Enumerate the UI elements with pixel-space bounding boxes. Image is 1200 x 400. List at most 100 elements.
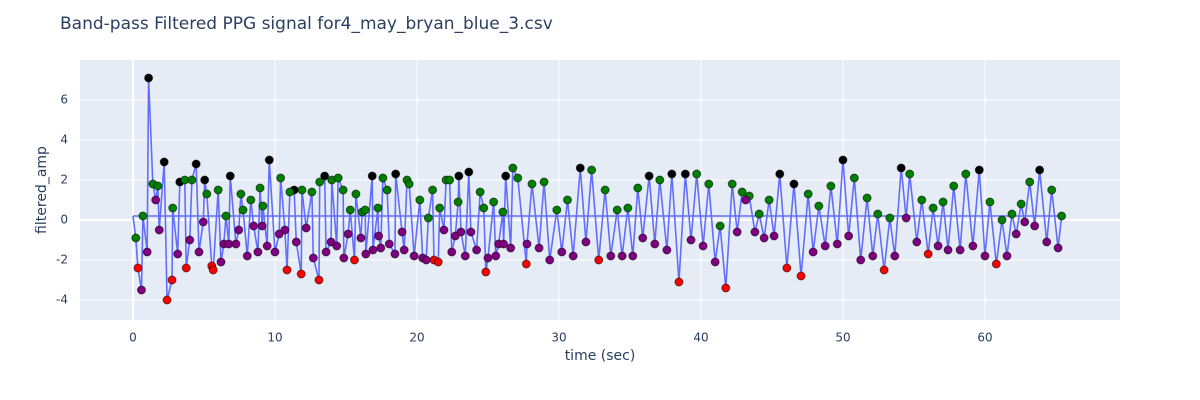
peak-marker bbox=[270, 247, 280, 257]
peak-marker bbox=[1025, 177, 1035, 187]
peak-marker bbox=[832, 239, 842, 249]
peak-marker bbox=[246, 195, 256, 205]
peak-marker bbox=[938, 197, 948, 207]
peak-marker bbox=[373, 203, 383, 213]
peak-marker bbox=[136, 285, 146, 295]
peak-marker bbox=[575, 163, 585, 173]
peak-marker bbox=[506, 243, 516, 253]
peak-marker bbox=[378, 173, 388, 183]
peak-marker bbox=[905, 169, 915, 179]
peak-marker bbox=[1053, 243, 1063, 253]
peak-marker bbox=[356, 233, 366, 243]
peak-marker bbox=[460, 251, 470, 261]
peak-marker bbox=[202, 189, 212, 199]
y-tick-label: 4 bbox=[60, 133, 68, 147]
peak-marker bbox=[475, 187, 485, 197]
peak-marker bbox=[308, 253, 318, 263]
peak-marker bbox=[759, 233, 769, 243]
peak-marker bbox=[754, 209, 764, 219]
peak-marker bbox=[315, 177, 325, 187]
peak-marker bbox=[168, 203, 178, 213]
peak-marker bbox=[638, 233, 648, 243]
peak-marker bbox=[737, 187, 747, 197]
peak-marker bbox=[587, 165, 597, 175]
peak-marker bbox=[257, 221, 267, 231]
peak-marker bbox=[1057, 211, 1067, 221]
peak-marker bbox=[142, 247, 152, 257]
peak-marker bbox=[789, 179, 799, 189]
peak-marker bbox=[655, 175, 665, 185]
peak-marker bbox=[307, 187, 317, 197]
peak-marker bbox=[376, 243, 386, 253]
peak-marker bbox=[296, 269, 306, 279]
peak-marker bbox=[456, 227, 466, 237]
peak-marker bbox=[501, 171, 511, 181]
peak-marker bbox=[628, 251, 638, 261]
peak-marker bbox=[454, 171, 464, 181]
peak-marker bbox=[231, 239, 241, 249]
peak-marker bbox=[539, 177, 549, 187]
peak-marker bbox=[382, 185, 392, 195]
peak-marker bbox=[879, 265, 889, 275]
peak-marker bbox=[297, 185, 307, 195]
peak-marker bbox=[901, 213, 911, 223]
peak-marker bbox=[1047, 185, 1057, 195]
peak-marker bbox=[600, 185, 610, 195]
x-tick-label: 50 bbox=[835, 331, 850, 345]
peak-marker bbox=[803, 189, 813, 199]
peak-marker bbox=[508, 163, 518, 173]
peak-marker bbox=[320, 171, 330, 181]
peak-marker bbox=[213, 185, 223, 195]
peak-marker bbox=[991, 259, 1001, 269]
peak-marker bbox=[483, 253, 493, 263]
peak-marker bbox=[472, 245, 482, 255]
peak-marker bbox=[191, 159, 201, 169]
peak-marker bbox=[955, 245, 965, 255]
peak-marker bbox=[644, 171, 654, 181]
peak-marker bbox=[674, 277, 684, 287]
peak-marker bbox=[606, 251, 616, 261]
peak-marker bbox=[339, 253, 349, 263]
peak-marker bbox=[732, 227, 742, 237]
peak-marker bbox=[445, 175, 455, 185]
x-tick-label: 10 bbox=[267, 331, 282, 345]
peak-marker bbox=[447, 247, 457, 257]
peak-marker bbox=[912, 237, 922, 247]
peak-marker bbox=[943, 245, 953, 255]
peak-marker bbox=[782, 263, 792, 273]
peak-marker bbox=[534, 243, 544, 253]
peak-marker bbox=[710, 257, 720, 267]
peak-marker bbox=[633, 183, 643, 193]
peak-marker bbox=[764, 195, 774, 205]
peak-marker bbox=[397, 227, 407, 237]
peak-marker bbox=[282, 265, 292, 275]
peak-marker bbox=[721, 283, 731, 293]
x-tick-label: 40 bbox=[693, 331, 708, 345]
peak-marker bbox=[796, 271, 806, 281]
peak-marker bbox=[138, 211, 148, 221]
peak-marker bbox=[249, 221, 259, 231]
peak-marker bbox=[974, 165, 984, 175]
peak-marker bbox=[1016, 199, 1026, 209]
peak-marker bbox=[439, 225, 449, 235]
peak-marker bbox=[513, 173, 523, 183]
peak-marker bbox=[253, 247, 263, 257]
peak-marker bbox=[873, 209, 883, 219]
peak-marker bbox=[167, 275, 177, 285]
peak-marker bbox=[1007, 209, 1017, 219]
peak-marker bbox=[868, 251, 878, 261]
peak-marker bbox=[1011, 229, 1021, 239]
peak-marker bbox=[187, 175, 197, 185]
x-tick-label: 20 bbox=[409, 331, 424, 345]
peak-marker bbox=[345, 205, 355, 215]
peak-marker bbox=[667, 169, 677, 179]
peak-marker bbox=[686, 235, 696, 245]
peak-marker bbox=[435, 203, 445, 213]
peak-marker bbox=[949, 181, 959, 191]
peak-marker bbox=[466, 227, 476, 237]
peak-marker bbox=[242, 251, 252, 261]
peak-marker bbox=[200, 175, 210, 185]
peak-marker bbox=[185, 235, 195, 245]
peak-marker bbox=[216, 257, 226, 267]
peak-marker bbox=[612, 205, 622, 215]
